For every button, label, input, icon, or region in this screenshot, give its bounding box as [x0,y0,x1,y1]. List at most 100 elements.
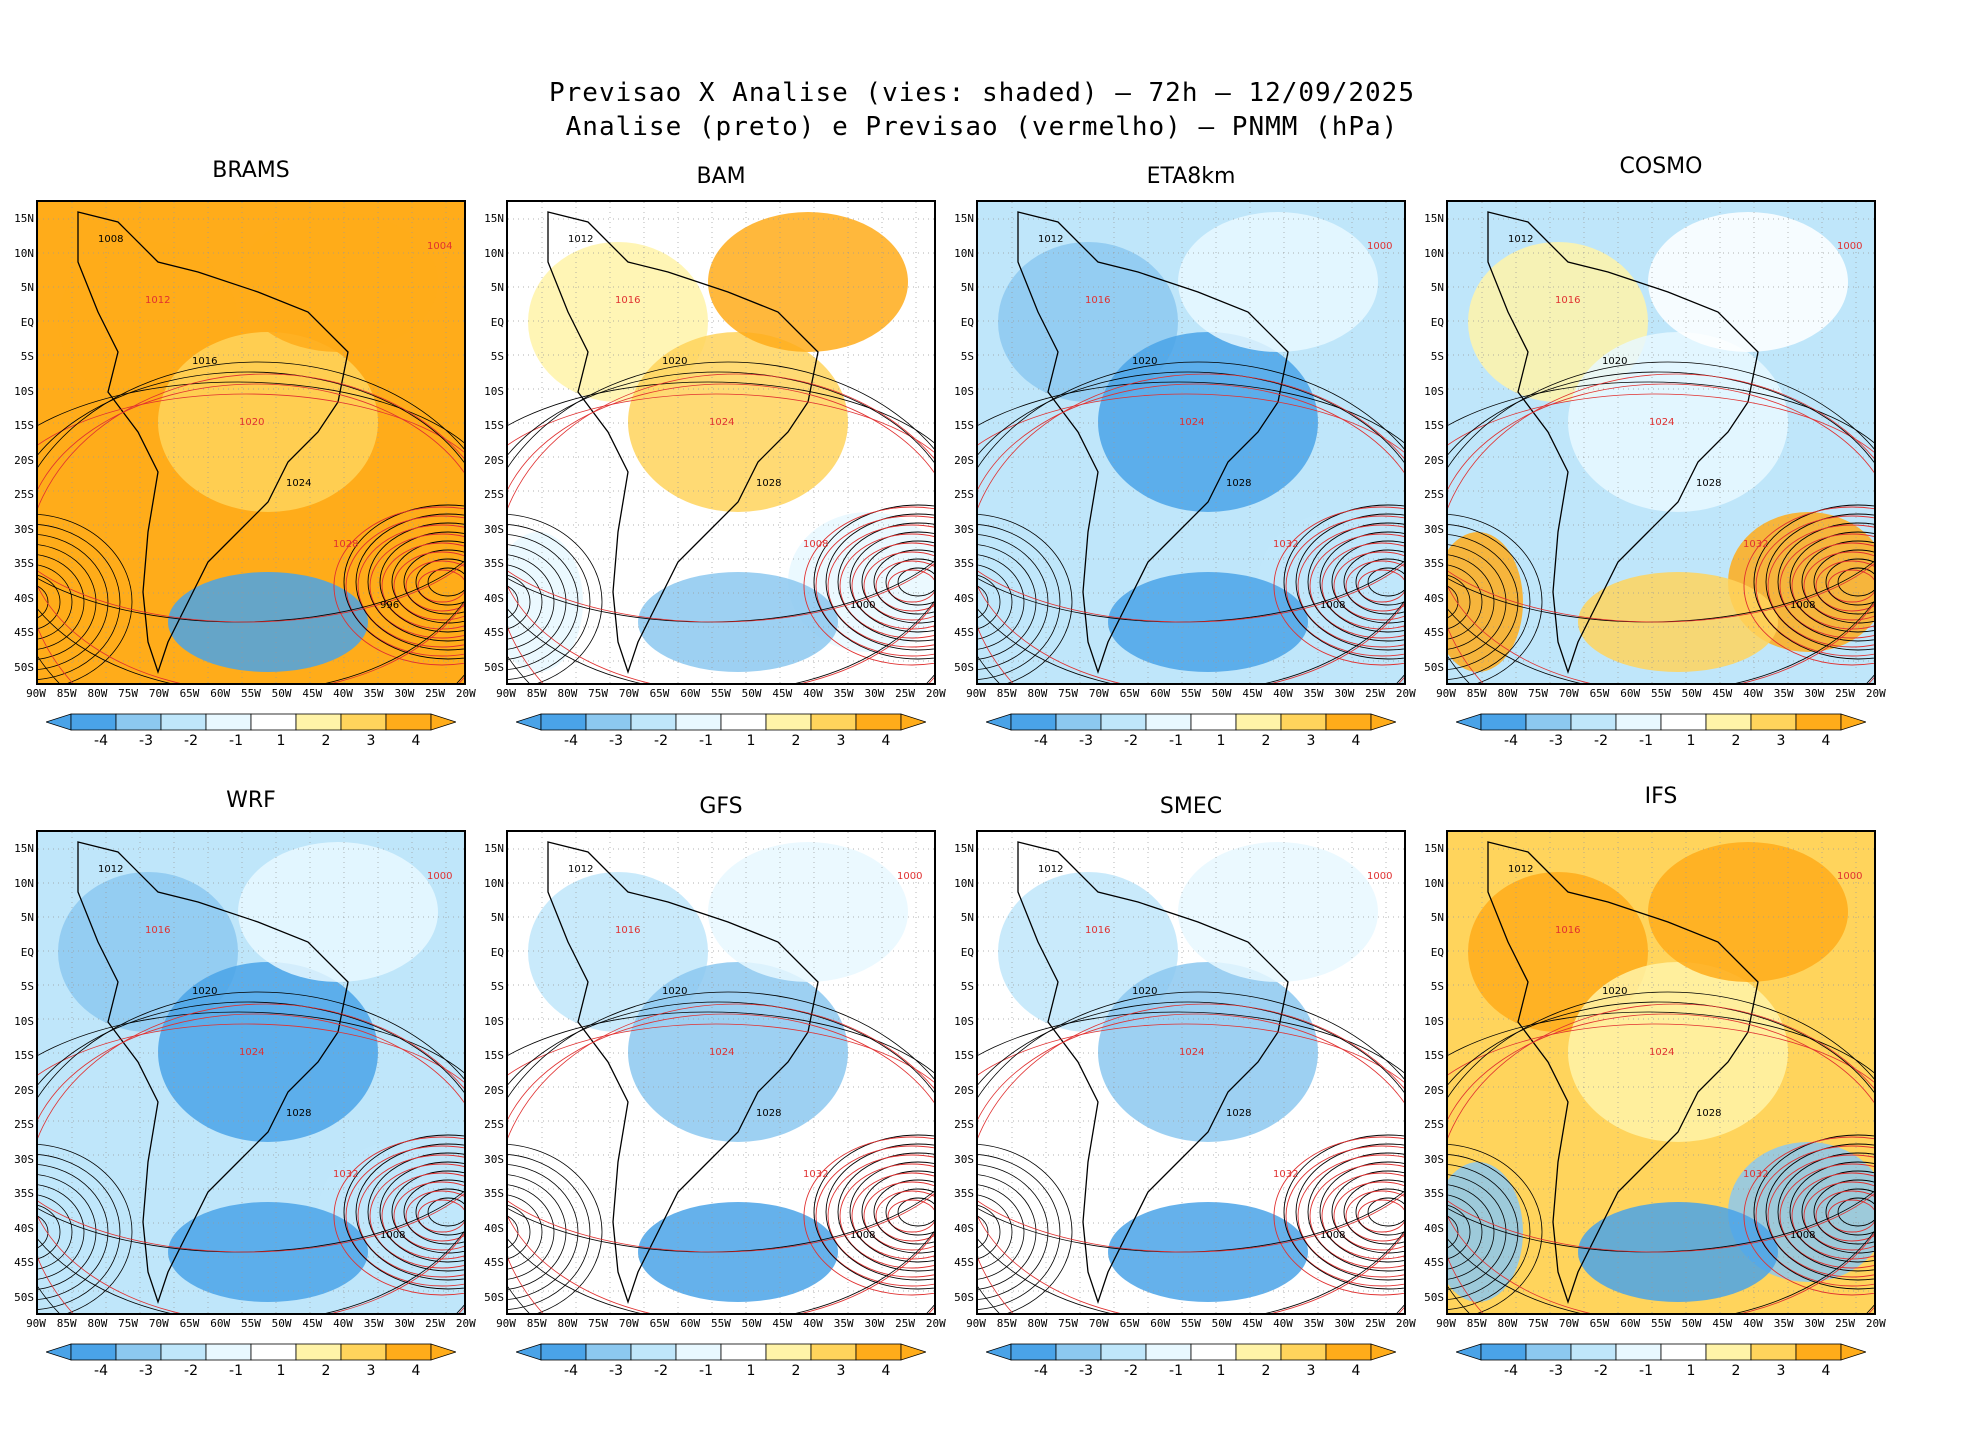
lon-tick-label: 30W [1334,687,1355,700]
lat-tick-label: 50S [484,1290,504,1304]
analysis-isobar [1777,522,1874,642]
isobar-label: 1028 [1696,478,1721,489]
lat-tick-label: 15S [1424,419,1444,432]
colorbar-label: -3 [609,733,623,749]
analysis-isobar [508,564,543,640]
forecast-isobar [978,383,1404,683]
isobar-label: 1012 [145,295,170,306]
analysis-isobar [849,531,934,633]
colorbar-segment [70,1343,117,1361]
colorbar-label: -3 [139,1363,153,1379]
colorbar-segment [205,713,252,731]
isobar-label: 1012 [98,864,123,875]
lon-tick-label: 55W [1180,687,1201,700]
colorbar-segment [1235,1343,1282,1361]
lat-tick-label: 25S [954,1118,974,1131]
colorbar-segment [115,713,162,731]
lat-tick-label: 5S [490,980,504,993]
isobar-label: 1016 [192,356,217,367]
lon-tick-label: 30W [864,687,885,700]
colorbar-arrow-right [430,1343,456,1361]
colorbar-segment [1660,1343,1707,1361]
analysis-isobar [1448,534,1519,670]
colorbar-label: 2 [1731,733,1741,749]
colorbar-segment [1190,1343,1237,1361]
colorbar-label: -2 [1594,733,1608,749]
colorbar-arrow-right [1840,713,1866,731]
analysis-isobar [38,991,464,1313]
colorbar-label: 4 [411,1363,421,1379]
bias-shade [1178,212,1378,352]
lon-tick-label: 45W [1712,1317,1733,1330]
analysis-isobar [837,1152,934,1272]
isobar-label: 1024 [239,1047,264,1058]
colorbar-segment [630,713,677,731]
colorbar-segment [765,713,812,731]
colorbar-segment [1100,713,1147,731]
analysis-isobar [825,513,934,651]
analysis-isobar [427,1197,464,1227]
analysis-isobar [1343,1179,1404,1245]
forecast-isobar [1743,506,1874,666]
isobar-label: 1016 [145,925,170,936]
forecast-isobar [508,1003,934,1313]
lat-tick-label: 20S [14,1083,34,1097]
lat-tick-label: 45S [14,1256,34,1269]
lon-tick-label: 65W [1589,1317,1610,1330]
map-panel-ifs: IFS 1012 1016 1020 1024 1028 1032 1008 1000 15N 10… [1410,784,1886,1379]
bias-shade [638,1202,838,1302]
colorbar-label: 2 [791,733,801,749]
lat-tick-label: 15S [484,419,504,432]
forecast-isobar [508,383,934,683]
colorbar-segment [160,713,207,731]
colorbar-label: -3 [139,733,153,749]
analysis-isobar [508,524,591,680]
colorbar-label: -2 [654,1363,668,1379]
lat-tick-label: 35S [954,557,974,570]
analysis-isobar [1295,513,1404,651]
colorbar-segment [675,1343,722,1361]
analysis-isobar [1319,1161,1404,1263]
colorbar-label: 1 [1216,733,1226,749]
analysis-isobar [38,1204,61,1260]
bias-map: 1012 1016 1020 1024 1028 1032 1008 1000 [1448,832,1874,1313]
colorbar-label: 3 [1776,733,1786,749]
lon-tick-label: 65W [1119,1317,1140,1330]
isobar-label: 1024 [286,478,311,489]
lat-tick-label: 30S [484,1152,504,1166]
analysis-isobar [1448,585,1459,619]
colorbar-arrow-right [900,1343,926,1361]
lat-tick-label: 15N [14,842,34,855]
lon-tick-label: 50W [271,687,292,700]
forecast-isobar [1333,551,1404,621]
colorbar-segment [1615,713,1662,731]
forecast-isobar [839,1163,934,1269]
colorbar-label: -4 [1504,733,1518,749]
colorbar-segment [1795,1343,1842,1361]
lat-tick-label: 5N [1430,281,1444,294]
lon-tick-label: 70W [148,687,169,700]
lat-tick-label: 40S [954,1221,974,1235]
lat-tick-label: 15N [484,212,504,225]
isobar-label: 1012 [1508,234,1533,245]
colorbar-segment [1525,713,1572,731]
analysis-isobar [978,514,1073,683]
lon-tick-label: 45W [1242,1317,1263,1330]
lat-tick-label: 15S [954,1049,974,1062]
bias-shade [628,962,848,1142]
panel-title: GFS [699,794,743,819]
colorbar [516,1343,926,1361]
lat-tick-label: 5S [1430,350,1444,363]
forecast-isobar [1345,1190,1404,1242]
isobar-label: 1020 [1602,356,1627,367]
lat-tick-label: 5N [960,281,974,294]
lat-tick-label: 45S [1424,1256,1444,1269]
lat-tick-label: 25S [14,488,34,501]
lat-tick-label: 25S [1424,1118,1444,1131]
lon-tick-label: 85W [526,1317,547,1330]
lon-tick-label: 30W [394,1317,415,1330]
lat-tick-label: 5S [20,980,34,993]
analysis-isobar [508,361,934,683]
map-panel-cosmo: COSMO 1012 1016 1020 1024 1028 1032 1008 1000 15N… [1410,154,1886,749]
lon-tick-label: 85W [996,1317,1017,1330]
